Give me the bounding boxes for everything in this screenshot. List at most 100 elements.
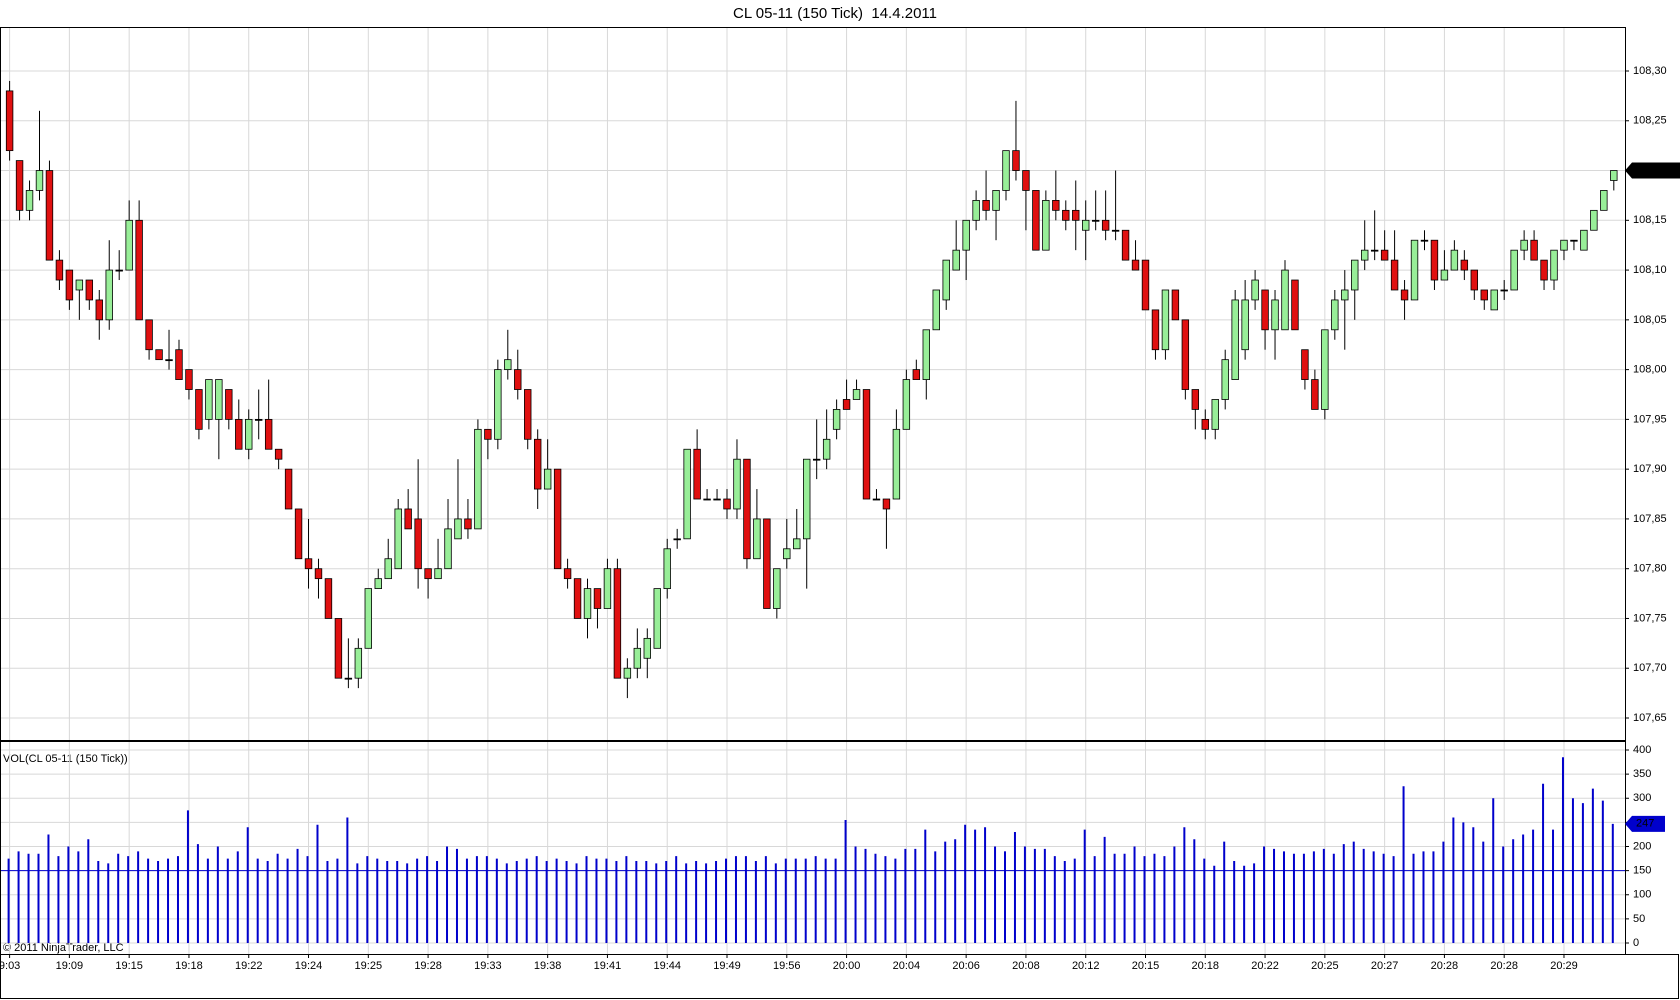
candle-body [1241,299,1249,351]
y-tick-label: 108,05 [1633,314,1667,326]
candle-body [155,349,163,361]
candle-body [135,219,143,321]
candle-body [274,448,283,460]
y-tick-label: 200 [1633,840,1651,852]
candle-body [1271,299,1279,331]
x-tick-label: 20:06 [952,960,980,972]
candle-body [1191,389,1200,410]
y-tick-label: 107,95 [1633,413,1667,425]
candle-body [1002,150,1010,191]
candle-body [1610,170,1618,181]
candle-body [852,389,861,400]
candle-body [514,369,522,390]
candle-body [573,578,582,619]
candle-body [902,379,911,430]
chart-title: CL 05-11 (150 Tick) 14.4.2011 [733,5,937,22]
candle-body [713,498,721,501]
candle-body [793,538,801,550]
candle-body [882,498,891,510]
candle-body [543,468,552,490]
candle-body [892,428,901,500]
y-tick-label: 100 [1633,889,1651,901]
candle-body [1490,289,1498,311]
candle-body [962,219,970,251]
candle-body [324,578,333,619]
candle-body [165,359,173,362]
candle-body [35,170,44,191]
candle-body [1062,209,1070,221]
x-tick-label: 19:09 [56,960,84,972]
candle-body [175,349,183,380]
candle-body [533,438,542,490]
x-tick-label: 20:25 [1311,960,1339,972]
candle-body [294,508,303,560]
y-tick-label: 400 [1633,744,1651,756]
last-price-label: 108,20 [1635,164,1669,176]
candle-body [1520,239,1528,251]
candle-body [1072,209,1080,221]
candle-body [1570,239,1578,242]
candle-body [972,199,980,221]
y-tick-label: 108,10 [1633,264,1667,276]
candle-body [1550,249,1558,281]
x-tick-label: 19:38 [534,960,562,972]
candle-body [842,399,851,410]
candle-body [763,518,771,609]
candle-body [803,458,811,540]
candle-body [982,199,990,211]
candle-body [1450,249,1459,271]
candle-body [932,289,940,331]
candle-body [1590,209,1598,231]
candle-body [1560,239,1568,251]
y-tick-label: 150 [1633,865,1651,877]
candle-body [424,568,432,580]
candle-body [1430,239,1439,281]
candle-body [1321,329,1329,410]
candle-body [105,269,113,321]
candle-body [205,379,213,420]
candle-body [743,458,751,560]
candle-body [643,637,651,659]
candle-body [1410,239,1419,301]
y-tick-label: 0 [1633,937,1639,949]
candle-body [1211,399,1219,430]
candle-body [1101,219,1110,231]
candle-body [1082,219,1090,231]
x-tick-label: 20:28 [1490,960,1518,972]
candle-body [683,448,691,540]
last-volume-badge [1625,815,1665,832]
candle-body [1480,289,1488,301]
candle-body [145,319,153,351]
candle-body [1341,289,1349,301]
candle-body [613,568,622,679]
x-tick-label: 9:03 [0,960,20,972]
last-volume-label: 247 [1636,818,1654,830]
candle-body [673,538,681,541]
candle-body [374,578,382,590]
candle-body [504,359,512,371]
candle-body [1022,170,1030,191]
candle-body [1161,289,1170,351]
candle-body [1052,199,1060,211]
candle-body [862,389,871,500]
candle-body [1380,249,1389,261]
candle-body [952,249,960,271]
candle-body [5,90,14,152]
candle-body [1231,299,1239,380]
candle-body [912,369,921,380]
candle-body [563,568,572,580]
candle-body [1121,229,1130,261]
candle-body [414,518,422,570]
candle-body [1201,418,1209,430]
candle-body [494,369,502,440]
x-tick-label: 20:08 [1012,960,1040,972]
candle-body [783,548,791,560]
candle-body [1331,299,1339,331]
x-tick-label: 20:12 [1072,960,1100,972]
candle-body [753,518,761,560]
candle-body [553,468,562,570]
x-tick-label: 19:22 [235,960,263,972]
candle-body [404,508,412,530]
candle-body [364,588,373,649]
